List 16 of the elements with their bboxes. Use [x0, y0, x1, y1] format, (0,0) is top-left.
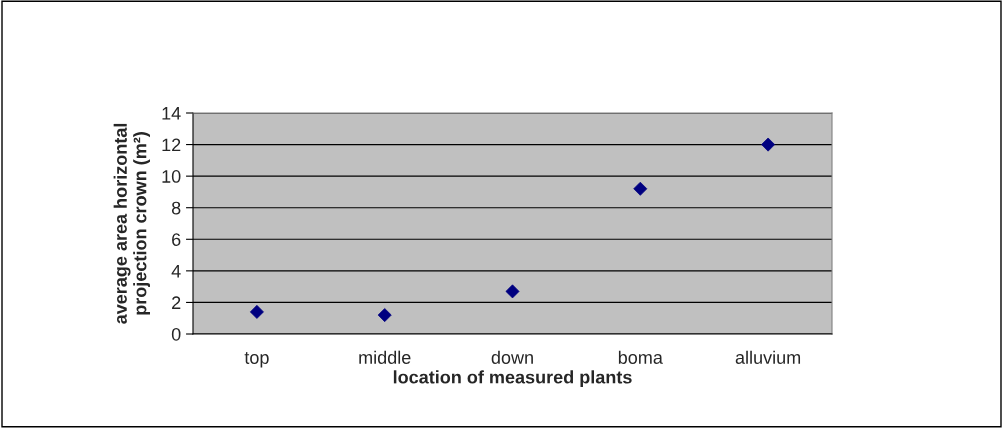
y-tick-label: 0: [171, 327, 181, 341]
x-tick-label: alluvium: [735, 350, 801, 364]
x-tick-label: top: [244, 352, 269, 368]
y-tick-label: 4: [171, 264, 181, 278]
y-tick-label: 6: [172, 233, 181, 247]
x-axis-title: location of measured plants: [393, 370, 632, 388]
point: [633, 181, 648, 196]
y-tick-label: 12: [162, 138, 181, 152]
x-tick-label: boma: [618, 350, 663, 364]
y-tick-label: 14: [162, 107, 181, 120]
y-axis-title: average area horizontal projection crown (m²): [113, 123, 150, 324]
x-tick-label: middle: [359, 350, 411, 364]
y-tick-label: 8: [171, 201, 181, 215]
x-tick-label: down: [491, 350, 533, 364]
y-tick-label: 10: [162, 170, 181, 183]
y-tick-label: 2: [172, 296, 181, 309]
